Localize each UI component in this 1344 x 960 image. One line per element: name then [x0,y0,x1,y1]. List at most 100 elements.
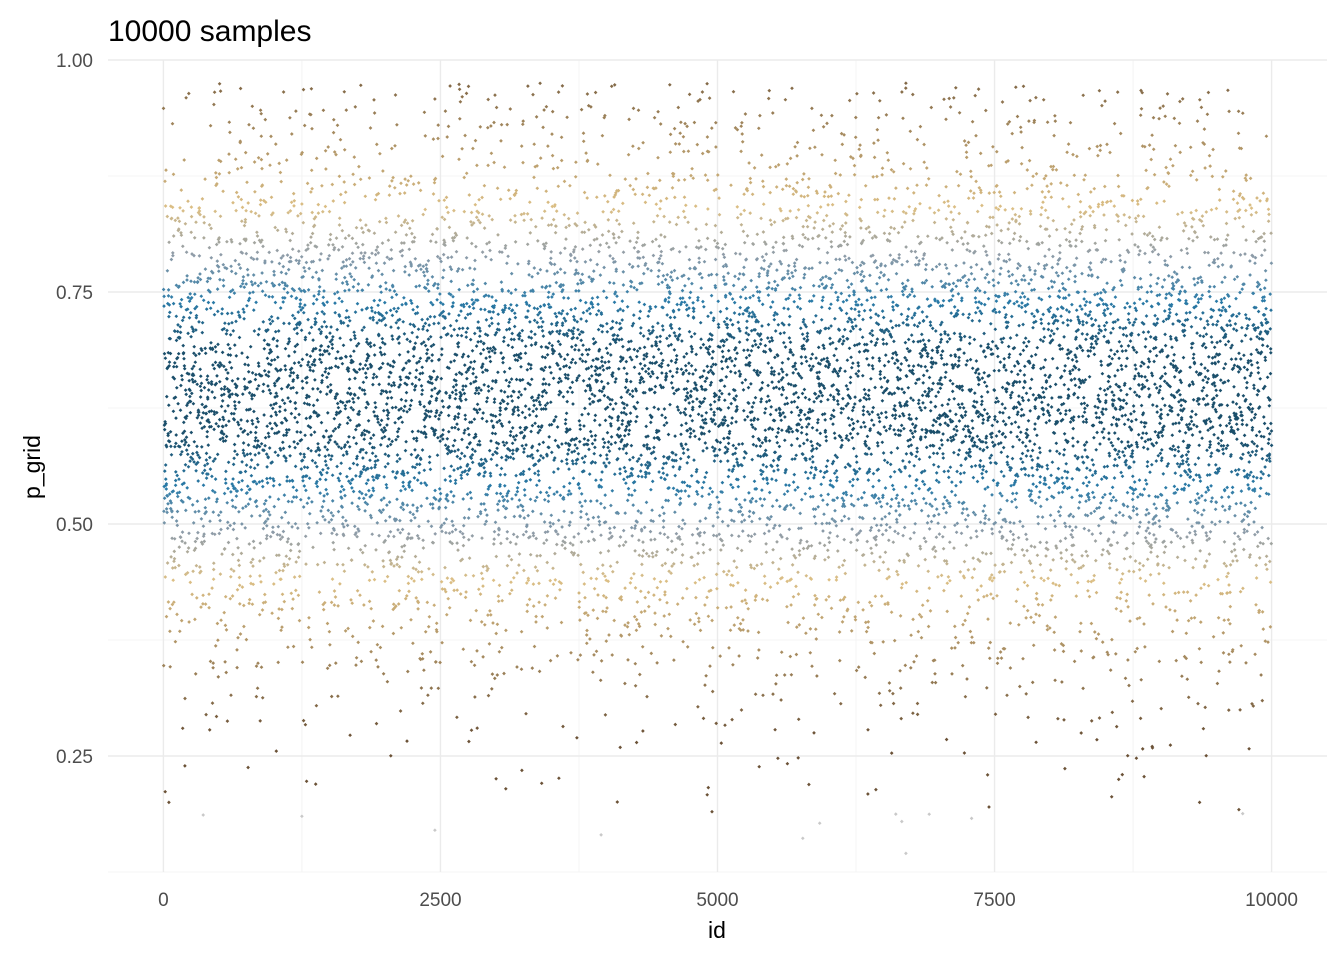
data-point [245,303,249,308]
data-point [344,308,349,313]
data-point [392,534,396,539]
data-point [266,374,271,379]
data-point [661,328,665,332]
data-point [490,295,494,299]
data-point [340,228,345,233]
data-point [228,346,232,351]
data-point [459,333,464,338]
data-point [655,549,659,554]
data-point [481,655,485,659]
data-point [223,623,228,628]
data-point [371,433,376,437]
data-point [299,467,304,471]
data-point [634,617,639,622]
data-point [371,318,376,322]
data-point [216,265,221,269]
data-point [562,484,566,489]
data-point [232,442,237,447]
data-point [282,296,287,300]
data-point [606,440,611,444]
data-point [606,218,611,222]
data-point [571,402,575,406]
data-point [673,434,677,438]
data-point [347,399,352,404]
data-point [503,243,508,248]
data-point [311,545,315,550]
data-point [365,502,370,507]
data-point [398,530,403,535]
data-point [318,348,322,352]
data-point [306,317,310,322]
data-point [244,504,248,509]
data-point [211,561,216,566]
data-point [241,451,246,455]
data-point [386,454,391,458]
data-point [661,525,666,530]
data-point [652,537,657,542]
data-point [679,367,684,372]
data-point [712,399,717,404]
data-point [237,262,241,267]
data-point [647,328,651,333]
data-point [344,315,348,320]
data-point [167,364,172,368]
data-point [650,325,655,329]
data-point [337,216,342,221]
data-point [271,582,276,586]
data-point [549,322,554,326]
data-point [166,294,171,298]
data-point [475,163,479,168]
data-point [503,472,507,477]
data-point [271,483,276,488]
data-point [336,509,341,514]
data-point [347,288,351,292]
data-point [169,501,174,505]
data-point [591,515,596,520]
data-point [363,392,367,396]
data-point [220,552,224,556]
data-point [650,508,654,513]
data-point [465,445,470,450]
data-point [505,401,510,406]
data-point [276,453,280,458]
data-point [256,364,261,368]
data-point [263,293,268,298]
data-point [284,158,289,162]
data-point [260,289,265,294]
data-point [685,124,689,129]
data-point [445,576,450,580]
data-point [165,510,169,515]
data-point [699,286,704,290]
data-point [215,621,220,626]
data-point [276,329,281,333]
data-point [319,509,323,513]
data-point [327,253,332,258]
data-point [605,606,609,610]
data-point [253,211,258,216]
data-point [415,305,420,309]
data-point [236,310,241,314]
data-point [226,352,231,357]
data-point [247,601,251,606]
data-point [550,343,555,348]
data-point [658,334,663,339]
data-point [212,102,216,107]
data-point [375,414,380,419]
data-point [348,354,353,359]
data-point [410,330,415,335]
data-point [235,587,240,592]
data-point [321,499,326,504]
data-point [675,367,680,371]
data-point [472,331,477,336]
data-point [456,415,460,420]
data-point [300,386,305,390]
data-point [221,417,226,422]
data-point [547,435,552,439]
data-point [548,400,553,405]
data-point [572,535,576,539]
data-point [567,489,571,493]
data-point [456,412,461,416]
data-point [669,381,674,385]
data-point [397,588,402,593]
data-point [307,525,311,530]
